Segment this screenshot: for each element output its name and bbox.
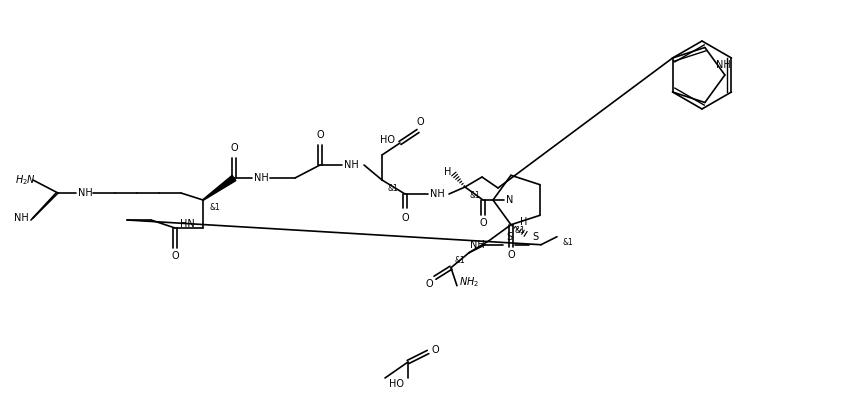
Text: $H_2N$: $H_2N$: [15, 173, 36, 187]
Polygon shape: [203, 176, 236, 200]
Text: O: O: [432, 345, 439, 355]
Text: $NH_2$: $NH_2$: [459, 275, 479, 288]
Text: O: O: [416, 117, 424, 127]
Text: S: S: [531, 232, 538, 242]
Text: O: O: [171, 251, 179, 261]
Text: O: O: [401, 213, 408, 223]
Text: NH: NH: [470, 240, 485, 250]
Text: O: O: [507, 250, 515, 260]
Text: HO: HO: [389, 379, 404, 389]
Text: H: H: [444, 167, 451, 177]
Text: &1: &1: [563, 238, 574, 247]
Text: H: H: [520, 217, 527, 227]
Text: &1: &1: [470, 191, 481, 200]
Text: &1: &1: [454, 256, 465, 265]
Text: HN: HN: [181, 219, 195, 229]
Text: N: N: [506, 195, 513, 205]
Text: O: O: [425, 279, 433, 289]
Text: HO: HO: [380, 135, 395, 145]
Text: NH: NH: [254, 173, 268, 183]
Text: &1: &1: [209, 203, 220, 212]
Text: NH: NH: [430, 189, 445, 199]
Text: O: O: [230, 143, 238, 153]
Text: O: O: [479, 218, 487, 228]
Text: O: O: [316, 130, 324, 140]
Text: NH: NH: [78, 188, 93, 198]
Text: &1: &1: [387, 185, 397, 193]
Text: S: S: [506, 232, 512, 242]
Text: NH: NH: [14, 213, 28, 223]
Text: &1: &1: [515, 226, 525, 235]
Text: NH: NH: [716, 60, 730, 70]
Text: NH: NH: [344, 160, 359, 170]
